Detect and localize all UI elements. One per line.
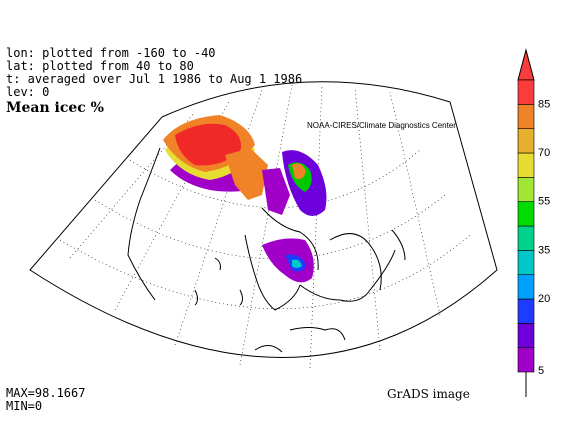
colorbar-label: 5 bbox=[538, 365, 544, 377]
colorbar-box bbox=[517, 274, 535, 300]
colorbar-box bbox=[517, 298, 535, 324]
ice-archipelago-orange bbox=[225, 148, 268, 200]
colorbar-label: 55 bbox=[538, 196, 550, 208]
colorbar-box bbox=[517, 225, 535, 251]
map-sector-outline bbox=[29, 81, 498, 358]
colorbar-box bbox=[517, 152, 535, 178]
ice-concentration bbox=[163, 115, 327, 283]
ice-red-core bbox=[175, 123, 241, 166]
polar-map bbox=[29, 81, 498, 369]
colorbar-box bbox=[517, 177, 535, 202]
colorbar-box bbox=[517, 79, 535, 105]
max-value-text: MAX=98.1667 bbox=[6, 386, 86, 400]
level-text: lev: 0 bbox=[6, 85, 50, 99]
colorbar-arrow-top bbox=[517, 48, 535, 81]
colorbar-label: 35 bbox=[538, 244, 550, 256]
colorbar-box bbox=[517, 323, 535, 348]
min-value-text: MIN=0 bbox=[6, 399, 43, 413]
colorbar-box bbox=[517, 201, 535, 227]
time-range-text: t: averaged over Jul 1 1986 to Aug 1 198… bbox=[6, 72, 303, 86]
colorbar-box bbox=[517, 128, 535, 154]
colorbar-label: 20 bbox=[538, 293, 550, 305]
credit-text: NOAA-CIRES/Climate Diagnostics Center bbox=[307, 121, 456, 130]
lon-range-text: lon: plotted from -160 to -40 bbox=[6, 46, 216, 60]
plot-title: Mean icec % bbox=[6, 100, 104, 116]
colorbar-label: 85 bbox=[538, 98, 550, 110]
lat-range-text: lat: plotted from 40 to 80 bbox=[6, 59, 194, 73]
grads-label: GrADS image bbox=[387, 387, 470, 401]
colorbar-labels: 5 20 35 55 70 85 bbox=[538, 98, 550, 377]
colorbar-box bbox=[517, 104, 535, 129]
colorbar: 5 20 35 55 70 85 bbox=[517, 48, 550, 397]
ice-archipelago-purple bbox=[262, 168, 290, 215]
colorbar-box bbox=[517, 347, 535, 373]
colorbar-box bbox=[517, 250, 535, 275]
ice-greenland-orange bbox=[292, 163, 306, 180]
ice-hudson-cyan bbox=[292, 259, 302, 268]
colorbar-label: 70 bbox=[538, 147, 550, 159]
graticule bbox=[59, 84, 471, 369]
colorbar-boxes bbox=[517, 79, 535, 373]
